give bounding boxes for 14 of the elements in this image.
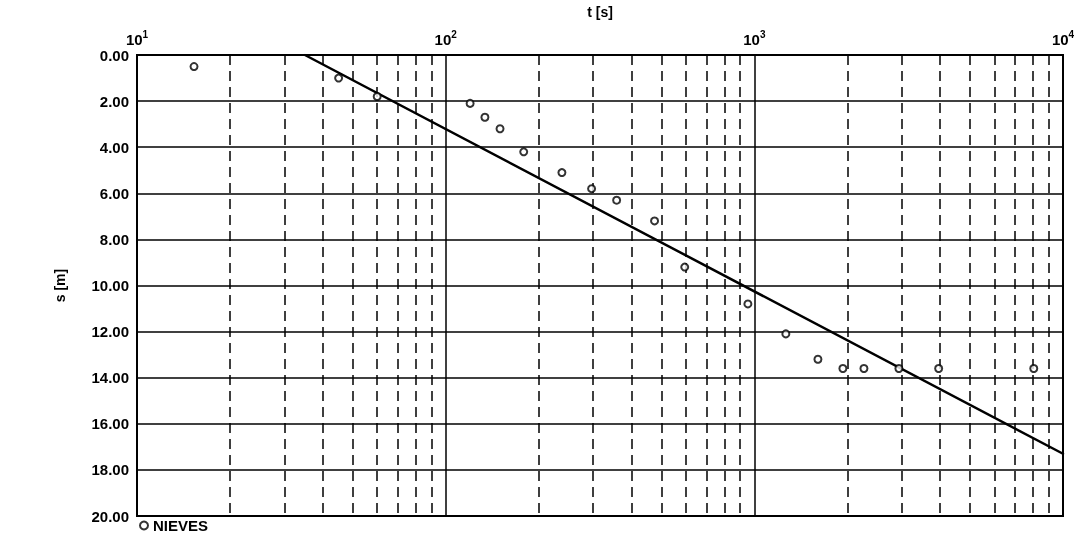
y-tick-label: 12.00 [91,323,129,341]
y-tick-label: 2.00 [99,92,129,110]
y-tick-label: 8.00 [99,230,129,248]
y-tick-label: 4.00 [99,138,129,156]
y-tick-label: 0.00 [99,46,129,64]
y-tick-label: 10.00 [91,277,129,294]
y-tick-label: 18.00 [91,461,129,479]
x-axis-title: t [s] [587,4,613,20]
legend-label: NIEVES [153,517,209,534]
y-tick-label: 14.00 [91,369,129,387]
y-axis-title: s [m] [52,268,68,303]
y-tick-label: 20.00 [91,507,129,525]
y-tick-label: 16.00 [91,415,129,433]
y-tick-label: 6.00 [99,184,129,202]
